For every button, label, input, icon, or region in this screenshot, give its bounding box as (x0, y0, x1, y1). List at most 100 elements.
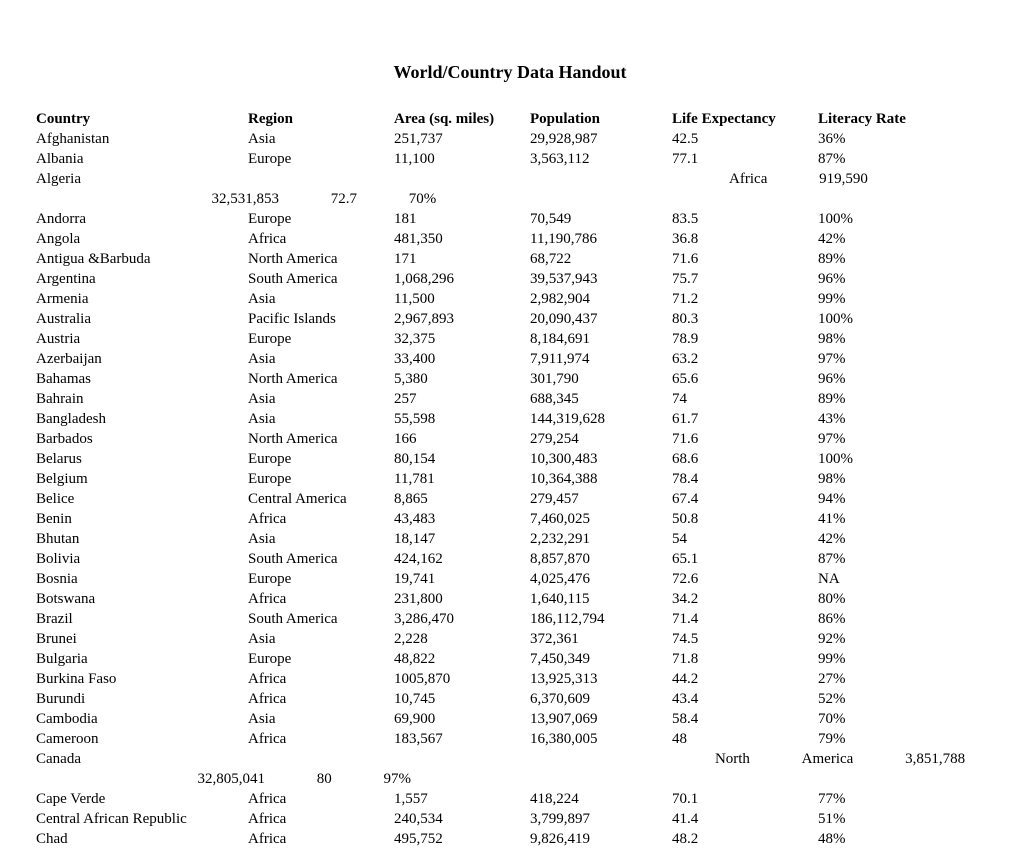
cell-population: 186,112,794 (530, 609, 672, 629)
table-row: BrazilSouth America3,286,470186,112,7947… (36, 609, 984, 629)
cell-region: Europe (248, 569, 394, 589)
cell-country: Barbados (36, 429, 248, 449)
cell-life: 70.1 (672, 789, 818, 809)
cell-region: North America (248, 429, 394, 449)
cell-literacy: 99% (818, 289, 938, 309)
cell-population: 16,380,005 (530, 729, 672, 749)
cell-region: South America (248, 609, 394, 629)
cell-region: Europe (248, 149, 394, 169)
cell-country: Andorra (36, 209, 248, 229)
cell-area: 10,745 (394, 689, 530, 709)
cell-country: Benin (36, 509, 248, 529)
cell-life: 44.2 (672, 669, 818, 689)
cell-life: 34.2 (672, 589, 818, 609)
cell-country: Argentina (36, 269, 248, 289)
cell-life: 71.4 (672, 609, 818, 629)
cell-area: 171 (394, 249, 530, 269)
cell-life: 71.2 (672, 289, 818, 309)
cell-region: Europe (248, 209, 394, 229)
cell-area: 55,598 (394, 409, 530, 429)
cell-region: Asia (248, 389, 394, 409)
cell-literacy: NA (818, 569, 938, 589)
cell-life: 61.7 (672, 409, 818, 429)
cell-country: Antigua &Barbuda (36, 249, 248, 269)
table-row: BruneiAsia2,228372,36174.592% (36, 629, 984, 649)
table-row: BelgiumEurope11,78110,364,38878.498% (36, 469, 984, 489)
cell-area: 11,781 (394, 469, 530, 489)
table-row: AustriaEurope32,3758,184,69178.998% (36, 329, 984, 349)
cell-population: 372,361 (530, 629, 672, 649)
cell-population: 279,457 (530, 489, 672, 509)
table-row: BeninAfrica43,4837,460,02550.841% (36, 509, 984, 529)
cell-area: 257 (394, 389, 530, 409)
cell-literacy: 36% (818, 129, 938, 149)
cell-literacy: 52% (818, 689, 938, 709)
cell-region: Asia (248, 349, 394, 369)
table-row: CameroonAfrica183,56716,380,0054879% (36, 729, 984, 749)
cell-literacy: 86% (818, 609, 938, 629)
cell-area: 2,967,893 (394, 309, 530, 329)
cell-area: 183,567 (394, 729, 530, 749)
cell-country: Brunei (36, 629, 248, 649)
table-row: BarbadosNorth America166279,25471.697% (36, 429, 984, 449)
cell-country: Australia (36, 309, 248, 329)
cell-country: Angola (36, 229, 248, 249)
col-header-literacy: Literacy Rate (818, 109, 938, 129)
cell-country: Algeria (36, 169, 212, 209)
cell-literacy: 94% (818, 489, 938, 509)
cell-country: Azerbaijan (36, 349, 248, 369)
cell-region: Africa (248, 589, 394, 609)
cell-literacy: 100% (818, 309, 938, 329)
cell-literacy: 100% (818, 209, 938, 229)
cell-population: 7,911,974 (530, 349, 672, 369)
cell-region: Asia (248, 709, 394, 729)
cell-literacy: 97% (818, 349, 938, 369)
cell-life: 54 (672, 529, 818, 549)
cell-life: 65.1 (672, 549, 818, 569)
table-row: BhutanAsia18,1472,232,2915442% (36, 529, 984, 549)
cell-area: 1,557 (394, 789, 530, 809)
table-row: BahrainAsia257688,3457489% (36, 389, 984, 409)
col-header-region: Region (248, 109, 394, 129)
cell-country: Burkina Faso (36, 669, 248, 689)
cell-region: North America (248, 249, 394, 269)
cell-area: 1005,870 (394, 669, 530, 689)
table-row: BurundiAfrica10,7456,370,60943.452% (36, 689, 984, 709)
cell-area: 181 (394, 209, 530, 229)
cell-country: Cameroon (36, 729, 248, 749)
cell-area: 8,865 (394, 489, 530, 509)
cell-life: 72.6 (672, 569, 818, 589)
cell-life: 58.4 (672, 709, 818, 729)
cell-population: 1,640,115 (530, 589, 672, 609)
cell-region: Asia (248, 289, 394, 309)
table-row: BoliviaSouth America424,1628,857,87065.1… (36, 549, 984, 569)
cell-spaced-rest: Africa 919,590 32,531,853 72.7 70% (212, 169, 984, 209)
cell-area: 80,154 (394, 449, 530, 469)
cell-life: 75.7 (672, 269, 818, 289)
cell-country: Botswana (36, 589, 248, 609)
cell-region: Africa (248, 509, 394, 529)
cell-region: Africa (248, 229, 394, 249)
table-row: BeliceCentral America8,865279,45767.494% (36, 489, 984, 509)
cell-area: 43,483 (394, 509, 530, 529)
cell-country: Bangladesh (36, 409, 248, 429)
cell-literacy: 27% (818, 669, 938, 689)
cell-literacy: 89% (818, 389, 938, 409)
cell-area: 240,534 (394, 809, 530, 829)
cell-population: 8,857,870 (530, 549, 672, 569)
cell-life: 78.9 (672, 329, 818, 349)
cell-region: Asia (248, 129, 394, 149)
cell-country: Brazil (36, 609, 248, 629)
cell-literacy: 98% (818, 329, 938, 349)
cell-population: 13,925,313 (530, 669, 672, 689)
cell-population: 144,319,628 (530, 409, 672, 429)
table-row: Cape VerdeAfrica1,557418,22470.177% (36, 789, 984, 809)
table-row: ChadAfrica495,7529,826,41948.248% (36, 829, 984, 849)
cell-life: 50.8 (672, 509, 818, 529)
cell-population: 2,232,291 (530, 529, 672, 549)
cell-area: 18,147 (394, 529, 530, 549)
col-header-area: Area (sq. miles) (394, 109, 530, 129)
cell-life: 83.5 (672, 209, 818, 229)
table-row: AustraliaPacific Islands2,967,89320,090,… (36, 309, 984, 329)
cell-country: Central African Republic (36, 809, 248, 829)
